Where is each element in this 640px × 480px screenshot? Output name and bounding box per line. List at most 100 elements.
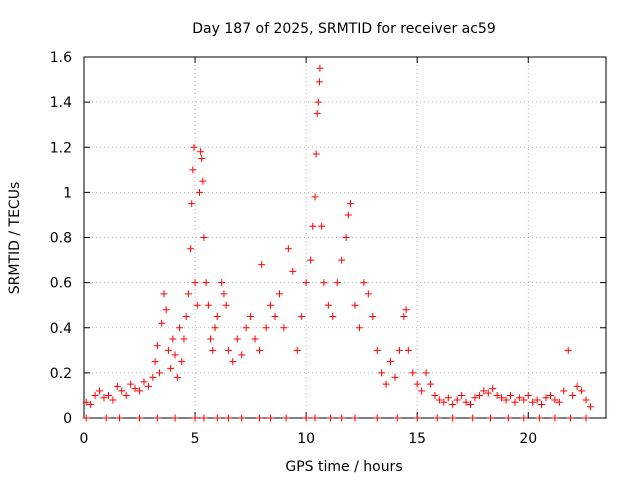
data-point: [164, 346, 172, 354]
data-point: [144, 382, 152, 390]
y-tick-label: 1.6: [50, 50, 72, 66]
zero-marker: [504, 414, 512, 422]
x-tick-label: 20: [519, 431, 537, 447]
data-point: [153, 342, 161, 350]
data-point: [449, 400, 457, 408]
data-point: [220, 290, 228, 298]
data-point: [313, 109, 321, 117]
zero-marker: [102, 414, 110, 422]
data-point: [167, 364, 175, 372]
data-point: [127, 380, 135, 388]
y-tick-label: 1: [63, 185, 72, 201]
zero-marker: [82, 414, 90, 422]
data-point: [140, 378, 148, 386]
data-point: [347, 200, 355, 208]
data-point: [560, 387, 568, 395]
zero-marker: [535, 414, 543, 422]
data-point: [247, 312, 255, 320]
data-point: [524, 391, 532, 399]
data-point: [242, 324, 250, 332]
data-point: [364, 290, 372, 298]
data-point: [458, 391, 466, 399]
zero-marker: [566, 414, 574, 422]
data-point: [309, 222, 317, 230]
data-point: [293, 346, 301, 354]
zero-marker: [153, 414, 161, 422]
y-tick-label: 0.4: [50, 321, 72, 337]
data-point: [529, 398, 537, 406]
data-point: [538, 400, 546, 408]
data-point: [502, 396, 510, 404]
data-point: [355, 324, 363, 332]
data-point: [271, 312, 279, 320]
data-point: [444, 394, 452, 402]
data-points: [82, 64, 594, 422]
zero-marker: [238, 414, 246, 422]
data-point: [387, 358, 395, 366]
data-point: [344, 211, 352, 219]
data-point: [233, 335, 241, 343]
data-point: [338, 256, 346, 264]
data-point: [131, 385, 139, 393]
data-point: [360, 279, 368, 287]
zero-marker: [116, 414, 124, 422]
data-point: [533, 396, 541, 404]
data-point: [582, 396, 590, 404]
data-point: [224, 346, 232, 354]
axis-ticks: 0 5 10 15 20 0 0.2 0.4 0.6 0.8 1 1.2 1.4 1.6: [50, 50, 606, 447]
zero-marker: [393, 414, 401, 422]
zero-marker: [311, 414, 319, 422]
data-point: [218, 279, 226, 287]
data-point: [211, 324, 219, 332]
chart-title: Day 187 of 2025, SRMTID for receiver ac5…: [192, 21, 496, 37]
data-point: [515, 394, 523, 402]
data-point: [329, 312, 337, 320]
data-point: [238, 351, 246, 359]
data-point: [197, 148, 205, 156]
zero-marker: [224, 414, 232, 422]
data-point: [162, 306, 170, 314]
y-tick-label: 1.2: [50, 140, 72, 156]
x-tick-label: 0: [80, 431, 89, 447]
data-point: [298, 312, 306, 320]
zero-marker: [171, 414, 179, 422]
data-point: [493, 391, 501, 399]
data-point: [316, 64, 324, 72]
data-point: [190, 143, 198, 151]
zero-marker: [200, 414, 208, 422]
data-point: [202, 279, 210, 287]
data-point: [209, 346, 217, 354]
data-point: [480, 387, 488, 395]
zero-marker: [433, 414, 441, 422]
data-point: [400, 312, 408, 320]
data-point: [275, 290, 283, 298]
y-tick-label: 1.4: [50, 95, 72, 111]
data-point: [176, 324, 184, 332]
zero-marker: [282, 414, 290, 422]
data-point: [267, 301, 275, 309]
data-point: [251, 335, 259, 343]
data-point: [413, 380, 421, 388]
data-point: [118, 387, 126, 395]
y-tick-label: 0.8: [50, 231, 72, 247]
data-point: [91, 391, 99, 399]
zero-marker: [551, 414, 559, 422]
data-point: [196, 188, 204, 196]
data-point: [489, 385, 497, 393]
data-point: [193, 301, 201, 309]
zero-marker: [413, 414, 421, 422]
data-point: [586, 403, 594, 411]
data-point: [369, 312, 377, 320]
data-point: [435, 396, 443, 404]
data-point: [207, 335, 215, 343]
zero-marker: [373, 414, 381, 422]
data-point: [320, 279, 328, 287]
data-point: [113, 382, 121, 390]
data-point: [109, 396, 117, 404]
data-point: [302, 279, 310, 287]
zero-marker: [267, 414, 275, 422]
data-point: [191, 279, 199, 287]
zero-marker: [302, 414, 310, 422]
data-point: [409, 369, 417, 377]
